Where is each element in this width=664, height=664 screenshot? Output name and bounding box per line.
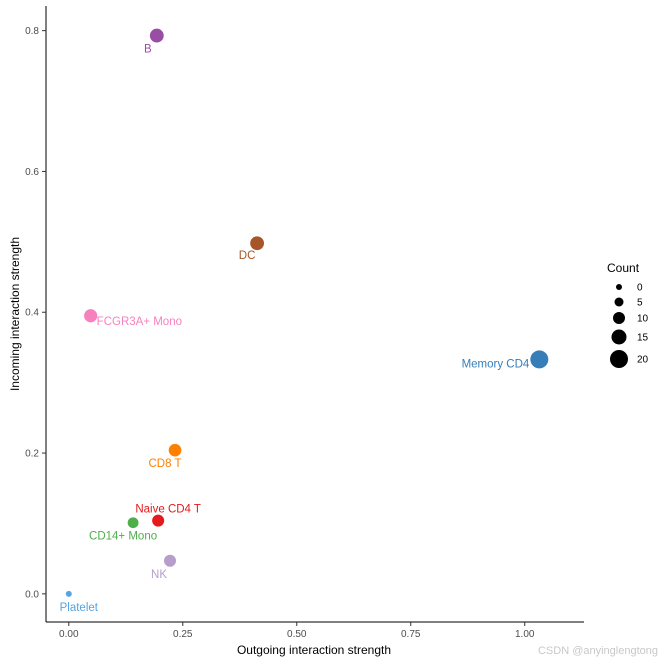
y-tick-label: 0.6 — [25, 167, 39, 178]
point-label-cd8-t: CD8 T — [149, 458, 182, 470]
legend-label-15: 15 — [637, 333, 649, 344]
legend: Count 0 5 10 15 20 — [607, 261, 649, 368]
watermark: CSDN @anyinglengtong — [538, 645, 658, 657]
point-cd8-t — [168, 443, 182, 457]
point-label-dc: DC — [239, 250, 256, 262]
legend-label-10: 10 — [637, 314, 649, 325]
y-tick-label: 0.4 — [25, 308, 39, 319]
point-naive-cd4-t — [152, 514, 165, 527]
point-label-nk: NK — [151, 569, 167, 581]
y-tick-label: 0.2 — [25, 449, 39, 460]
x-tick-label: 0.00 — [59, 629, 79, 640]
point-label-fcgr3a-mono: FCGR3A+ Mono — [97, 316, 182, 328]
legend-key-10 — [613, 312, 625, 324]
x-axis-title: Outgoing interaction strength — [237, 643, 391, 657]
y-tick-label: 0.0 — [25, 589, 39, 600]
point-fcgr3a-mono — [84, 309, 98, 323]
x-tick-label: 1.00 — [515, 629, 535, 640]
point-platelet — [65, 590, 72, 597]
point-label-memory-cd4-t: Memory CD4 T — [462, 358, 540, 370]
legend-label-0: 0 — [637, 283, 643, 294]
point-label-cd14-mono: CD14+ Mono — [89, 531, 157, 543]
point-label-b: B — [144, 44, 152, 56]
legend-key-15 — [611, 329, 627, 345]
x-tick-label: 0.75 — [401, 629, 421, 640]
point-cd14-mono — [127, 517, 139, 529]
legend-key-0 — [616, 284, 622, 290]
legend-label-5: 5 — [637, 298, 643, 309]
legend-key-5 — [614, 297, 624, 307]
point-nk — [164, 554, 177, 567]
legend-key-20 — [610, 350, 628, 368]
plot-area: B DC FCGR3A+ Mono Memory CD4 T CD8 T Naive CD… — [60, 28, 549, 614]
x-tick-label: 0.50 — [287, 629, 307, 640]
legend-label-20: 20 — [637, 355, 649, 366]
y-axis-title: Incoming interaction strength — [8, 237, 22, 391]
point-memory-cd4-t — [530, 350, 549, 369]
point-dc — [250, 236, 264, 251]
point-label-platelet: Platelet — [60, 602, 99, 614]
point-b — [149, 28, 164, 43]
y-axis: 0.0 0.2 0.4 0.6 0.8 — [25, 6, 47, 622]
legend-title: Count — [607, 261, 640, 275]
x-axis: 0.00 0.25 0.50 0.75 1.00 — [46, 621, 584, 640]
x-tick-label: 0.25 — [173, 629, 193, 640]
point-label-naive-cd4-t: Naive CD4 T — [135, 504, 201, 516]
y-tick-label: 0.8 — [25, 26, 39, 37]
